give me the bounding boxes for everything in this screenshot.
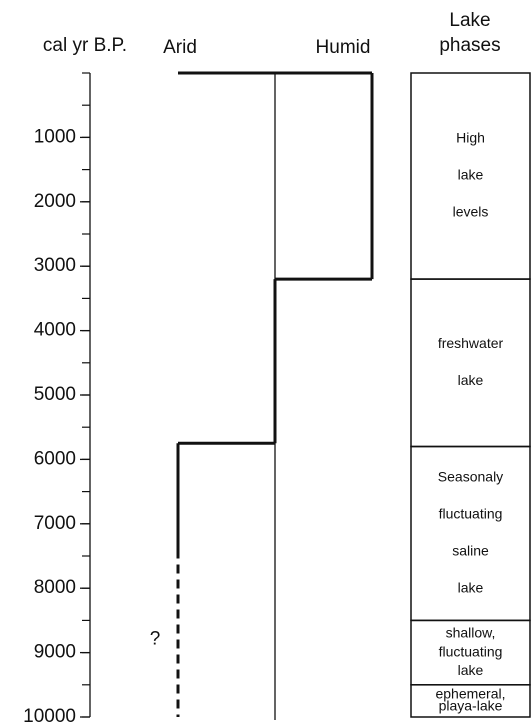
phases-title: phases	[439, 35, 500, 56]
phase-label: shallow,	[446, 625, 496, 641]
phases-title: Lake	[449, 10, 490, 31]
phase-label: lake	[458, 662, 484, 678]
phase-label: lake	[458, 167, 484, 183]
y-tick-label: 10000	[23, 706, 76, 727]
phase-label: fluctuating	[439, 506, 503, 522]
phase-label: freshwater	[438, 335, 504, 351]
y-tick-label: 2000	[34, 191, 76, 212]
y-tick-label: 5000	[34, 384, 76, 405]
y-tick-label: 4000	[34, 320, 76, 341]
phase-label: ephemeral,	[435, 686, 505, 702]
humid-label: Humid	[316, 37, 371, 58]
y-tick-label: 1000	[34, 126, 76, 147]
uncertain-mark: ?	[150, 629, 161, 650]
y-tick-label: 8000	[34, 577, 76, 598]
phase-label: lake	[458, 372, 484, 388]
phase-label: lake	[458, 580, 484, 596]
phase-label: High	[456, 130, 485, 146]
phase-label: levels	[453, 204, 489, 220]
y-tick-label: 3000	[34, 255, 76, 276]
phase-label: fluctuating	[439, 643, 503, 659]
y-axis-label: cal yr B.P.	[43, 35, 127, 56]
phase-label: Seasonaly	[438, 469, 503, 485]
y-tick-label: 7000	[34, 513, 76, 534]
y-tick-label: 9000	[34, 642, 76, 663]
y-tick-label: 6000	[34, 448, 76, 469]
phase-box	[410, 684, 531, 718]
phase-label: playa-lake	[439, 698, 503, 714]
phase-label: saline	[452, 543, 489, 559]
phase-box	[410, 278, 531, 448]
arid-label: Arid	[163, 37, 197, 58]
